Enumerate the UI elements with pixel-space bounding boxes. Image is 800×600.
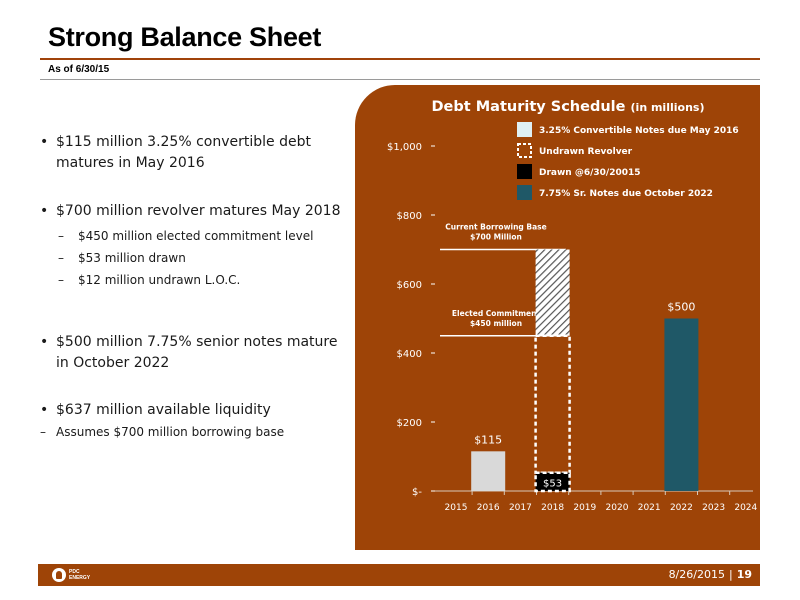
sub-bullet-drawn: $53 million drawn <box>38 247 348 269</box>
logo-text: PDC ENERGY <box>69 569 91 581</box>
legend-label: Drawn @6/30/20015 <box>539 168 641 178</box>
title-rule <box>40 58 760 60</box>
legend-swatch <box>517 185 532 200</box>
subtitle-rule <box>40 79 760 80</box>
footer-separator: | <box>728 568 733 581</box>
bar-undrawn-revolver <box>534 334 571 474</box>
footer-bar: PDC ENERGY 8/26/2015 | 19 <box>38 564 760 586</box>
legend-swatch <box>517 122 532 137</box>
x-tick-label: 2020 <box>606 503 629 513</box>
debt-maturity-chart: Debt Maturity Schedule (in millions) $1,0… <box>387 99 758 513</box>
bullet-list: $115 million 3.25% convertible debt matu… <box>38 132 348 443</box>
pdc-energy-logo: PDC ENERGY <box>52 568 95 582</box>
bullet-liquidity: $637 million available liquidity <box>38 400 348 421</box>
footer-right: 8/26/2015 | 19 <box>669 568 752 581</box>
legend-swatch <box>517 164 532 179</box>
bar-hatched-borrowing-base <box>535 249 570 336</box>
legend-swatch <box>517 143 532 158</box>
x-tick-label: 2022 <box>670 503 693 513</box>
bar-convertible-notes <box>471 451 506 491</box>
bar-label-convertible: $115 <box>474 433 502 446</box>
bullet-senior-notes: $500 million 7.75% senior notes mature i… <box>38 332 348 374</box>
bullet-revolver: $700 million revolver matures May 2018 <box>38 201 348 222</box>
bar-label-senior-notes: $500 <box>667 301 695 314</box>
x-tick-label: 2017 <box>509 503 532 513</box>
bar-label-drawn: $53 <box>543 479 562 490</box>
chart-title: Debt Maturity Schedule (in millions) <box>432 99 705 115</box>
reference-line-label: Current Borrowing Base <box>445 223 546 232</box>
footer-date: 8/26/2015 <box>668 568 725 581</box>
x-tick-label: 2023 <box>702 503 725 513</box>
x-tick-label: 2015 <box>445 503 468 513</box>
slide-subtitle: As of 6/30/15 <box>48 64 110 75</box>
bullet-convertible-debt: $115 million 3.25% convertible debt matu… <box>38 132 348 174</box>
bar-drawn-revolver <box>534 471 571 493</box>
y-tick-label: $600 <box>397 280 422 291</box>
legend-label: 7.75% Sr. Notes due October 2022 <box>539 189 713 199</box>
reference-line-label: Elected Commitment <box>452 309 541 318</box>
y-tick-label: $200 <box>397 418 422 429</box>
sub-bullet-commitment: $450 million elected commitment level <box>38 225 348 247</box>
bar-senior-notes <box>664 318 699 491</box>
y-tick-label: $- <box>412 487 422 498</box>
chart-panel: Debt Maturity Schedule (in millions) $1,0… <box>355 85 760 550</box>
slide-title: Strong Balance Sheet <box>48 22 322 52</box>
flame-icon <box>52 568 66 582</box>
legend-label: 3.25% Convertible Notes due May 2016 <box>539 126 739 136</box>
x-tick-label: 2019 <box>573 503 596 513</box>
sub-bullet-undrawn-loc: $12 million undrawn L.O.C. <box>38 269 348 291</box>
x-tick-label: 2016 <box>477 503 500 513</box>
x-tick-label: 2021 <box>638 503 661 513</box>
y-tick-label: $800 <box>397 211 422 222</box>
y-tick-label: $1,000 <box>387 142 422 153</box>
reference-line-label: $450 million <box>470 319 522 328</box>
legend-label: Undrawn Revolver <box>539 147 633 157</box>
y-tick-label: $400 <box>397 349 422 360</box>
page-number: 19 <box>736 568 752 581</box>
x-tick-label: 2024 <box>734 503 757 513</box>
reference-line-label: $700 Million <box>470 233 522 242</box>
sub-bullet-borrowing-base: Assumes $700 million borrowing base <box>38 421 348 443</box>
x-tick-label: 2018 <box>541 503 564 513</box>
